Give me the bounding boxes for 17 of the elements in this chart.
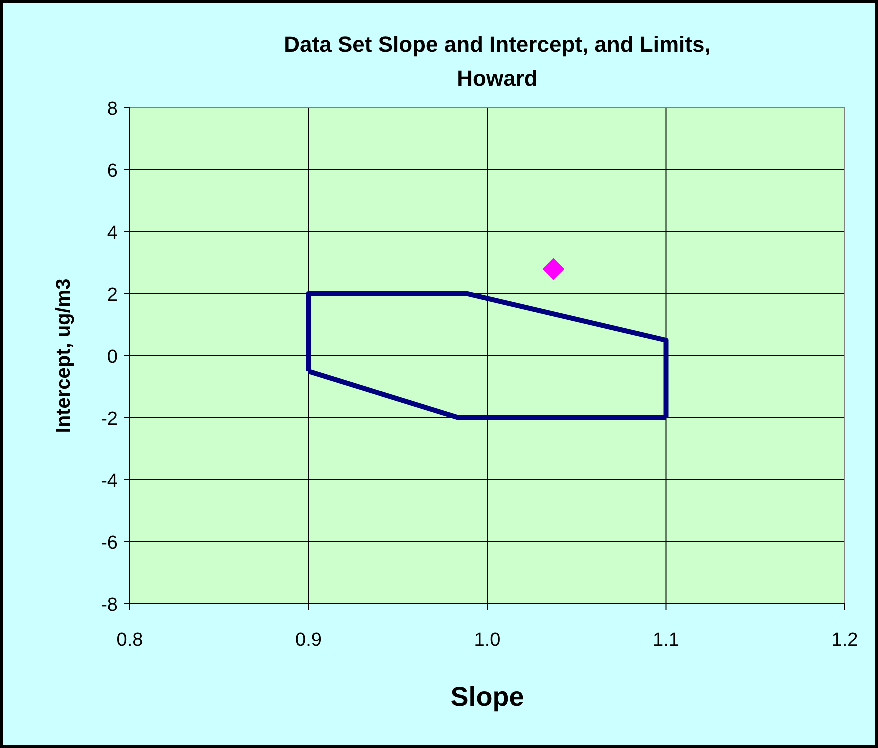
y-tick-label: -4: [101, 471, 118, 492]
y-tick-label: 8: [107, 99, 118, 120]
y-tick-label: 4: [107, 223, 118, 244]
y-tick-label: 0: [107, 347, 118, 368]
x-axis-title: Slope: [450, 682, 524, 712]
x-tick-label: 1.2: [832, 630, 858, 651]
x-tick-label: 0.8: [116, 630, 144, 651]
x-tick-label: 1.0: [474, 630, 501, 651]
y-tick-label: 6: [107, 161, 118, 182]
chart-title: Data Set Slope and Intercept, and Limits, Howard: [284, 32, 711, 91]
y-axis-title: Intercept, ug/m3: [53, 278, 75, 434]
y-tick-label: -2: [101, 409, 118, 430]
y-tick-label: 2: [107, 285, 118, 306]
y-tick-label: -8: [101, 595, 118, 616]
y-tick-label: -6: [101, 533, 118, 554]
x-tick-label: 0.9: [296, 630, 322, 651]
x-tick-label: 1.1: [653, 630, 680, 651]
